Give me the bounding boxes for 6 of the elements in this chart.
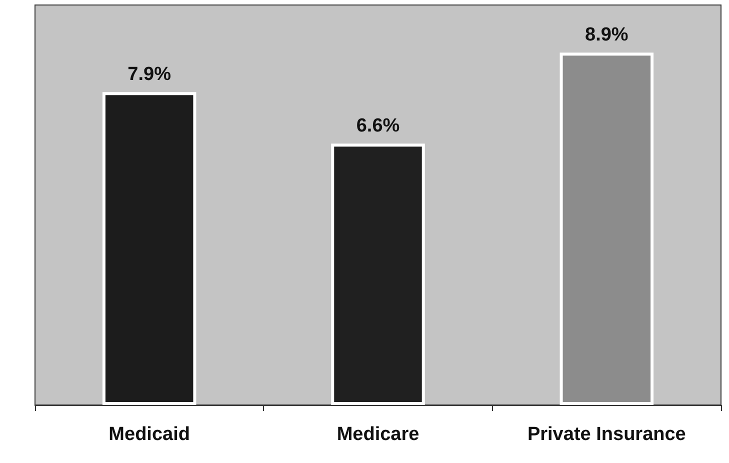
data-label: 6.6% xyxy=(356,116,400,137)
x-tick-label: Medicare xyxy=(336,424,420,445)
data-label: 7.9% xyxy=(128,64,172,86)
data-label: 8.9% xyxy=(585,24,628,46)
x-tick-label: Medicaid xyxy=(108,424,190,445)
x-tick-label: Private Insurance xyxy=(527,424,686,445)
